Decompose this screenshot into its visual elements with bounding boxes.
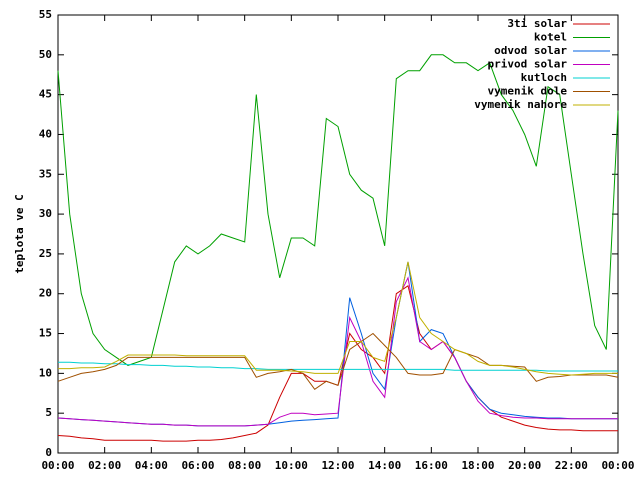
x-tick-label: 20:00: [508, 459, 541, 472]
x-tick-label: 00:00: [41, 459, 74, 472]
x-tick-label: 00:00: [601, 459, 634, 472]
y-tick-label: 15: [39, 327, 52, 340]
y-tick-label: 0: [45, 446, 52, 459]
series-line: [57, 332, 619, 390]
y-tick-label: 50: [39, 48, 52, 61]
x-tick-label: 02:00: [88, 459, 121, 472]
x-tick-label: 22:00: [555, 459, 588, 472]
legend-label: 3ti solar: [507, 17, 567, 30]
y-tick-label: 45: [39, 88, 52, 101]
x-tick-label: 10:00: [275, 459, 308, 472]
x-tick-label: 04:00: [135, 459, 168, 472]
series-line: [57, 261, 618, 427]
legend-label: kutloch: [521, 71, 567, 84]
x-tick-label: 08:00: [228, 459, 261, 472]
x-tick-label: 06:00: [181, 459, 214, 472]
legend-label: odvod solar: [494, 44, 567, 57]
y-tick-label: 10: [39, 366, 52, 379]
y-tick-label: 5: [45, 406, 52, 419]
legend-label: privod solar: [488, 58, 568, 71]
x-tick-label: 16:00: [415, 459, 448, 472]
x-tick-label: 14:00: [368, 459, 401, 472]
y-tick-label: 25: [39, 247, 52, 260]
legend-label: vymenik dole: [488, 85, 568, 98]
y-tick-label: 35: [39, 167, 52, 180]
series-line: [58, 361, 618, 372]
x-tick-label: 18:00: [461, 459, 494, 472]
y-axis-label: teplota ve C: [13, 194, 26, 273]
legend-label: kotel: [534, 31, 567, 44]
legend-label: vymenik nahore: [474, 98, 567, 111]
y-tick-label: 40: [39, 127, 52, 140]
x-tick-label: 12:00: [321, 459, 354, 472]
y-tick-label: 55: [39, 8, 52, 21]
y-tick-label: 30: [39, 207, 52, 220]
series-line: [58, 261, 618, 376]
y-tick-label: 20: [39, 287, 52, 300]
series-line: [57, 276, 618, 427]
